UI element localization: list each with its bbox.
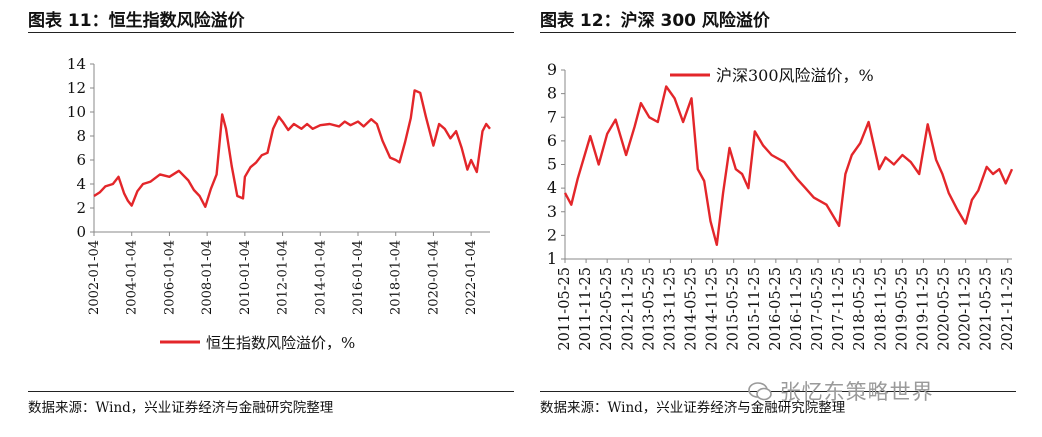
x-tick-label: 2002-01-04 — [87, 240, 102, 315]
x-tick-label: 2020-01-04 — [426, 240, 441, 315]
legend-label: 沪深300风险溢价，% — [716, 66, 874, 85]
x-tick-label: 2020-11-25 — [958, 267, 974, 351]
y-tick-label: 5 — [547, 155, 557, 174]
y-tick-label: 1 — [547, 249, 557, 268]
x-tick-label: 2019-11-25 — [915, 267, 931, 351]
y-tick-label: 2 — [76, 199, 86, 217]
series-line — [93, 89, 491, 208]
x-tick-label: 2011-05-25 — [557, 267, 573, 351]
x-tick-label: 2006-01-04 — [162, 240, 177, 315]
chat-bubble-icon — [748, 380, 780, 404]
y-tick-label: 9 — [547, 60, 557, 79]
y-tick-label: 6 — [547, 131, 557, 150]
x-tick-label: 2010-01-04 — [238, 240, 253, 315]
y-tick-label: 8 — [76, 127, 86, 145]
x-tick-label: 2011-11-25 — [578, 267, 594, 351]
x-tick-label: 2015-11-25 — [747, 267, 763, 351]
x-tick-label: 2021-11-25 — [1000, 267, 1016, 351]
legend: 恒生指数风险溢价，% — [160, 334, 355, 352]
left-source-rule — [28, 391, 514, 392]
watermark-text: 张忆东策略世界 — [779, 380, 934, 404]
x-tick-label: 2012-11-25 — [620, 267, 636, 351]
legend: 沪深300风险溢价，% — [670, 66, 874, 85]
x-tick-label: 2014-11-25 — [705, 267, 721, 351]
left-figure-title: 图表 11：恒生指数风险溢价 — [28, 11, 245, 31]
x-tick-label: 2018-01-04 — [389, 240, 404, 315]
x-tick-label: 2008-01-04 — [200, 240, 215, 315]
wechat-watermark: 张忆东策略世界 — [748, 376, 934, 406]
x-tick-label: 2019-05-25 — [894, 267, 910, 351]
series-line — [563, 85, 1014, 246]
y-tick-label: 6 — [76, 151, 86, 169]
legend-label: 恒生指数风险溢价，% — [206, 334, 355, 352]
left-title-rule — [28, 32, 514, 33]
x-tick-label: 2014-05-25 — [684, 267, 700, 351]
y-tick-label: 4 — [76, 175, 86, 193]
x-tick-label: 2018-05-25 — [852, 267, 868, 351]
y-tick-label: 3 — [547, 202, 557, 221]
x-tick-label: 2013-05-25 — [641, 267, 657, 351]
csi300-risk-premium-chart: 1 2 3 4 5 6 7 8 9 2011-05-25 2011-11-25 2012-05-25… — [547, 60, 1016, 351]
right-source-rule — [540, 391, 1016, 392]
right-figure-title: 图表 12：沪深 300 风险溢价 — [540, 11, 770, 31]
x-tick-label: 2022-01-04 — [464, 240, 479, 315]
hsi-risk-premium-chart: 0 2 4 6 8 10 12 14 2002-01-04 2004-01-04 2006-01-… — [67, 55, 491, 352]
x-tick-label: 2012-05-25 — [599, 267, 615, 351]
y-tick-label: 10 — [67, 103, 86, 121]
y-tick-label: 12 — [67, 79, 86, 97]
y-tick-label: 4 — [547, 178, 557, 197]
x-tick-label: 2016-11-25 — [789, 267, 805, 351]
x-tick-label: 2013-11-25 — [662, 267, 678, 351]
x-tick-label: 2014-01-04 — [313, 240, 328, 315]
y-tick-label: 0 — [76, 223, 86, 241]
x-tick-label: 2012-01-04 — [276, 240, 291, 315]
x-tick-label: 2016-01-04 — [351, 240, 366, 315]
y-tick-label: 8 — [547, 84, 557, 103]
x-tick-label: 2017-11-25 — [831, 267, 847, 351]
x-tick-label: 2017-05-25 — [810, 267, 826, 351]
right-title-rule — [540, 32, 1016, 33]
x-tick-label: 2004-01-04 — [125, 240, 140, 315]
right-source-note: 数据来源：Wind，兴业证券经济与金融研究院整理 — [540, 400, 846, 416]
x-tick-label: 2020-05-25 — [937, 267, 953, 351]
y-tick-label: 2 — [547, 225, 557, 244]
x-tick-label: 2021-05-25 — [979, 267, 995, 351]
y-tick-label: 14 — [67, 55, 86, 73]
left-source-note: 数据来源：Wind，兴业证券经济与金融研究院整理 — [28, 400, 334, 416]
y-tick-label: 7 — [547, 107, 557, 126]
x-tick-label: 2018-11-25 — [873, 267, 889, 351]
x-tick-label: 2015-05-25 — [726, 267, 742, 351]
x-tick-label: 2016-05-25 — [768, 267, 784, 351]
